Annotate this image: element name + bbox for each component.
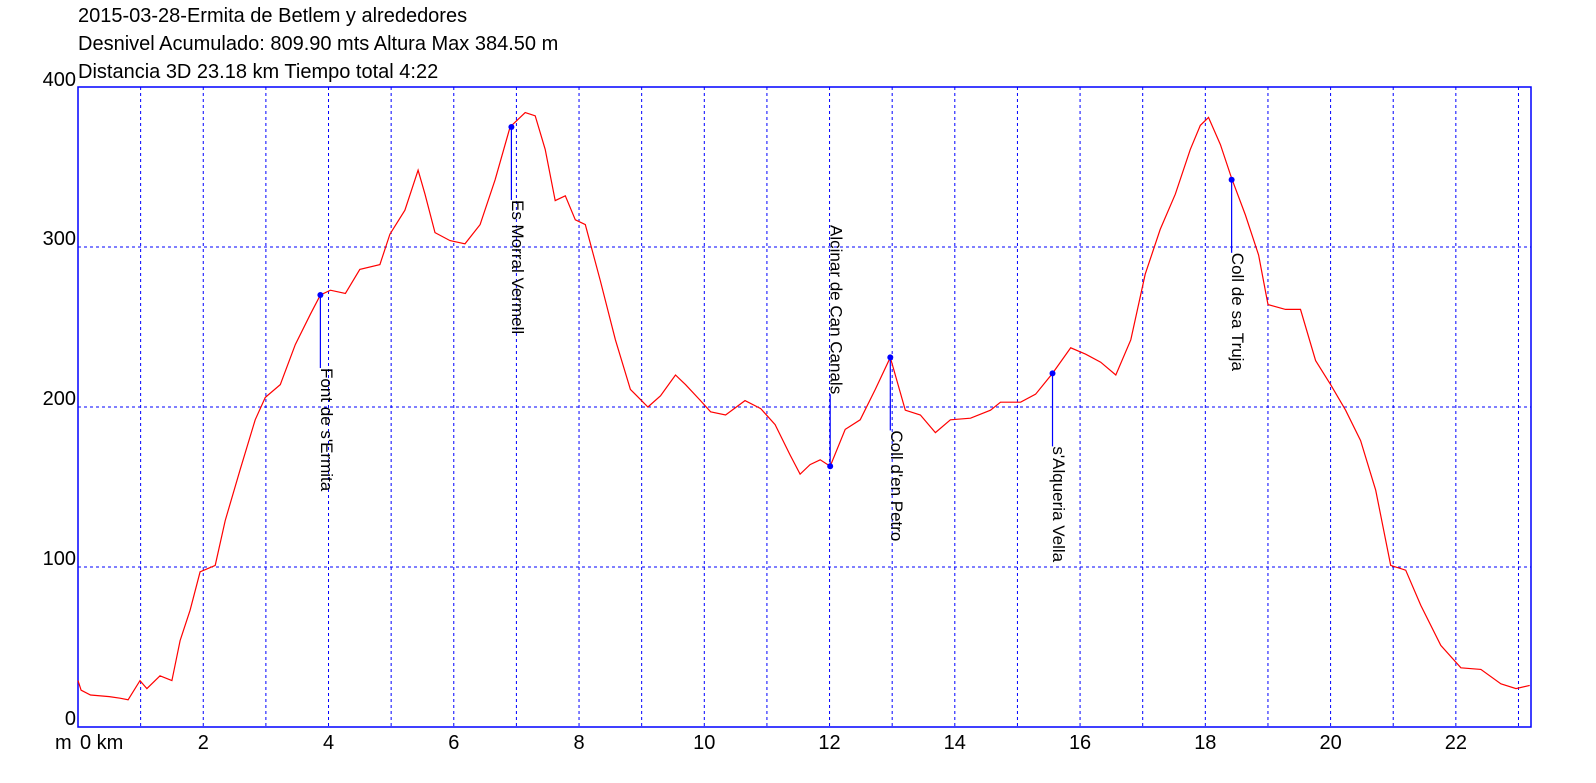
y-tick-label: 200 <box>43 388 76 410</box>
waypoint <box>827 463 834 470</box>
y-tick-label: 0 <box>65 708 76 730</box>
waypoint-label: Alcinar de Can Canals <box>827 225 846 394</box>
waypoint-label: Coll de sa Truja <box>1228 253 1247 372</box>
waypoint <box>508 124 515 130</box>
y-unit: m <box>55 732 72 754</box>
x-tick-label: 18 <box>1194 732 1216 754</box>
y-tick-label: 300 <box>43 228 76 250</box>
plot-frame <box>77 86 1532 728</box>
x-tick-label: 12 <box>818 732 840 754</box>
waypoint-label: Font de s'Ermita <box>317 368 336 492</box>
waypoint <box>1049 370 1056 377</box>
x-tick-label: 10 <box>693 732 715 754</box>
x-tick-label: 8 <box>573 732 584 754</box>
waypoint-label: Es Morral Vermell <box>508 200 527 334</box>
x-tick-label: 0 km <box>80 732 123 754</box>
title-line: Desnivel Acumulado: 809.90 mts Altura Ma… <box>78 33 558 55</box>
elevation-line <box>77 111 1530 701</box>
x-tick-label: 4 <box>323 732 334 754</box>
title-line: 2015-03-28-Ermita de Betlem y alrededore… <box>78 5 467 27</box>
y-tick-label: 400 <box>43 69 76 91</box>
x-tick-label: 6 <box>448 732 459 754</box>
waypoint <box>887 354 894 361</box>
x-tick-label: 14 <box>944 732 966 754</box>
title-line: Distancia 3D 23.18 km Tiempo total 4:22 <box>78 61 438 83</box>
x-tick-label: 20 <box>1319 732 1341 754</box>
waypoint <box>317 292 324 298</box>
y-tick-label: 100 <box>43 548 76 570</box>
x-tick-label: 16 <box>1069 732 1091 754</box>
x-tick-label: 22 <box>1445 732 1467 754</box>
waypoint-label: s'Alqueria Vella <box>1049 446 1068 562</box>
waypoint <box>1228 176 1235 183</box>
x-tick-label: 2 <box>198 732 209 754</box>
waypoint-label: Coll d'en Petro <box>887 430 906 541</box>
